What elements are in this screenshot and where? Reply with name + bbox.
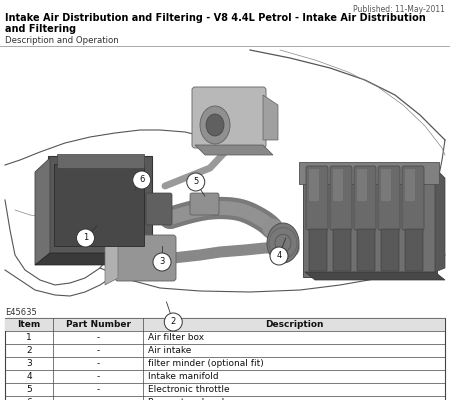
- FancyBboxPatch shape: [333, 229, 351, 271]
- Ellipse shape: [206, 114, 224, 136]
- Text: 6: 6: [139, 176, 144, 184]
- Text: Air filter box: Air filter box: [148, 333, 204, 342]
- Text: 5: 5: [193, 178, 198, 186]
- FancyBboxPatch shape: [330, 166, 352, 230]
- Circle shape: [153, 253, 171, 271]
- FancyBboxPatch shape: [0, 46, 450, 303]
- FancyBboxPatch shape: [146, 193, 172, 225]
- Text: Description: Description: [265, 320, 323, 329]
- Text: Published: 11-May-2011: Published: 11-May-2011: [353, 5, 445, 14]
- Text: 5: 5: [26, 385, 32, 394]
- Polygon shape: [35, 253, 165, 265]
- FancyBboxPatch shape: [115, 235, 176, 281]
- Text: Description and Operation: Description and Operation: [5, 36, 119, 45]
- FancyBboxPatch shape: [405, 229, 423, 271]
- FancyBboxPatch shape: [378, 166, 400, 230]
- Text: Electronic throttle: Electronic throttle: [148, 385, 230, 394]
- Text: 4: 4: [276, 252, 282, 260]
- FancyBboxPatch shape: [303, 168, 437, 277]
- Text: -: -: [96, 372, 99, 381]
- FancyBboxPatch shape: [309, 229, 327, 271]
- Circle shape: [187, 173, 205, 191]
- Text: 3: 3: [26, 359, 32, 368]
- Circle shape: [76, 229, 94, 247]
- Text: 4: 4: [26, 372, 32, 381]
- FancyBboxPatch shape: [357, 229, 375, 271]
- FancyBboxPatch shape: [192, 87, 266, 148]
- FancyBboxPatch shape: [402, 166, 424, 230]
- Polygon shape: [435, 168, 445, 272]
- FancyBboxPatch shape: [5, 318, 445, 331]
- FancyBboxPatch shape: [5, 318, 445, 400]
- Ellipse shape: [200, 106, 230, 144]
- FancyBboxPatch shape: [299, 162, 439, 184]
- Text: -: -: [96, 346, 99, 355]
- Text: 2: 2: [26, 346, 32, 355]
- Text: 6: 6: [26, 398, 32, 400]
- FancyBboxPatch shape: [190, 193, 219, 215]
- Text: 1: 1: [26, 333, 32, 342]
- Circle shape: [270, 247, 288, 265]
- Text: 2: 2: [171, 318, 176, 326]
- Circle shape: [133, 171, 151, 189]
- Text: Item: Item: [18, 320, 40, 329]
- Polygon shape: [305, 272, 445, 280]
- FancyBboxPatch shape: [48, 156, 152, 255]
- Ellipse shape: [267, 223, 299, 263]
- Text: E45635: E45635: [5, 308, 37, 317]
- Text: -: -: [96, 398, 99, 400]
- FancyBboxPatch shape: [354, 166, 376, 230]
- Text: Part Number: Part Number: [66, 320, 130, 329]
- FancyBboxPatch shape: [381, 169, 391, 201]
- Text: Air intake: Air intake: [148, 346, 191, 355]
- Polygon shape: [263, 95, 278, 140]
- Text: -: -: [96, 359, 99, 368]
- Polygon shape: [105, 238, 118, 285]
- FancyBboxPatch shape: [306, 166, 328, 230]
- FancyBboxPatch shape: [381, 229, 399, 271]
- FancyBboxPatch shape: [405, 169, 415, 201]
- Text: -: -: [96, 333, 99, 342]
- FancyBboxPatch shape: [309, 169, 319, 201]
- FancyBboxPatch shape: [57, 154, 144, 168]
- Text: Resonator chamber: Resonator chamber: [148, 398, 237, 400]
- Text: Intake Air Distribution and Filtering - V8 4.4L Petrol - Intake Air Distribution: Intake Air Distribution and Filtering - …: [5, 13, 426, 23]
- Text: and Filtering: and Filtering: [5, 24, 76, 34]
- Text: 1: 1: [83, 234, 88, 242]
- Polygon shape: [35, 158, 50, 265]
- Polygon shape: [195, 145, 273, 155]
- FancyBboxPatch shape: [54, 164, 144, 246]
- Circle shape: [164, 313, 182, 331]
- Text: 3: 3: [159, 258, 165, 266]
- FancyBboxPatch shape: [357, 169, 367, 201]
- Text: -: -: [96, 385, 99, 394]
- Text: Intake manifold: Intake manifold: [148, 372, 219, 381]
- FancyBboxPatch shape: [333, 169, 343, 201]
- Text: filter minder (optional fit): filter minder (optional fit): [148, 359, 264, 368]
